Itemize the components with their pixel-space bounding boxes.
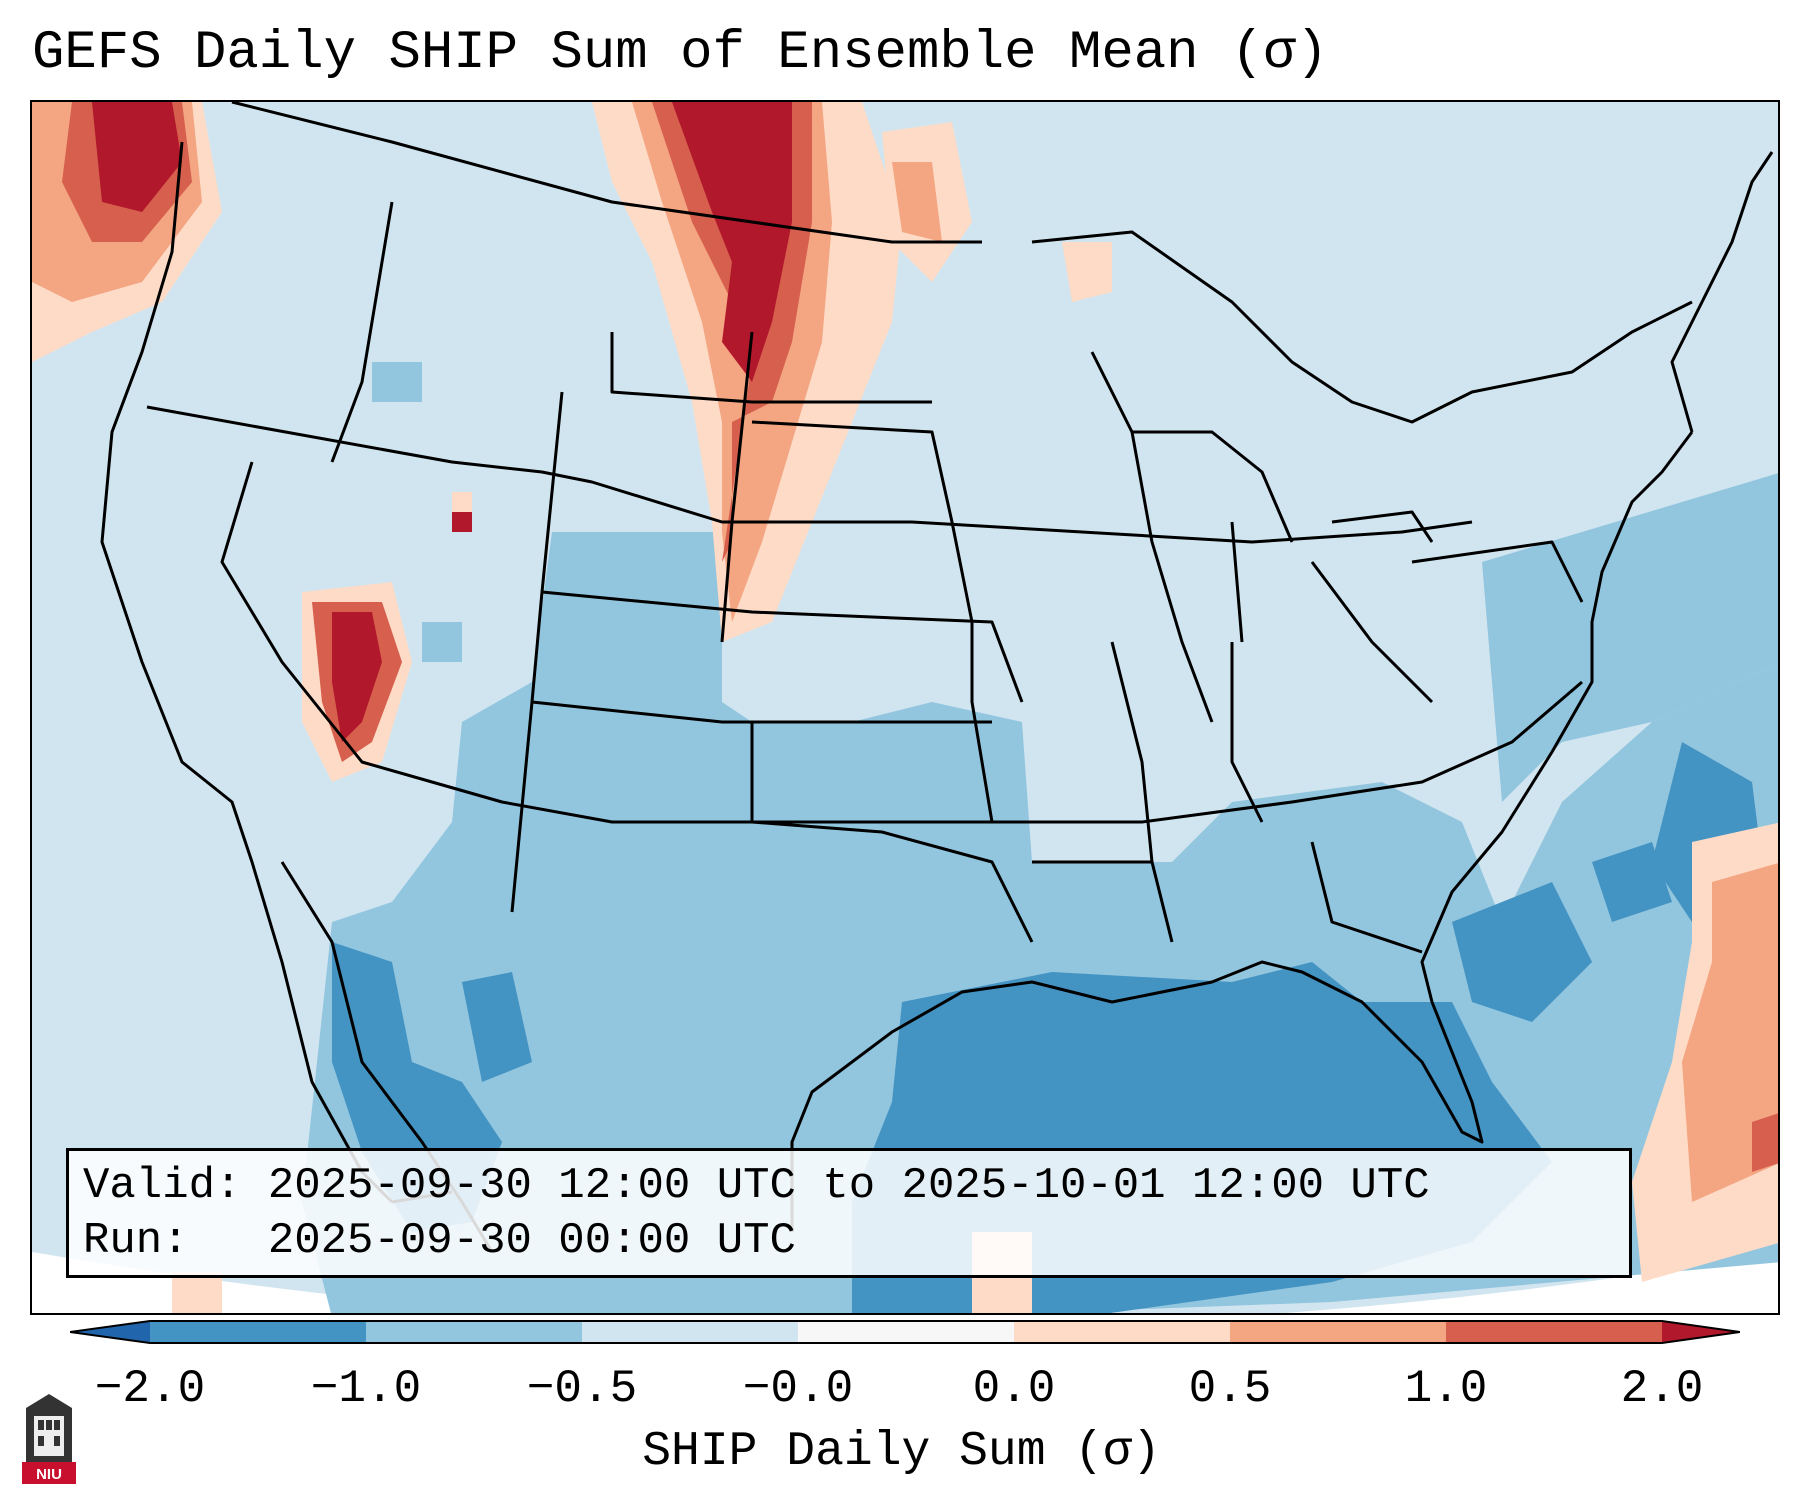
gulf-atlantic-coastline <box>790 431 1694 1232</box>
colorbar-tick-label: −0.0 <box>742 1363 854 1415</box>
colorbar-extend-low <box>70 1321 150 1343</box>
canada-border <box>231 102 982 244</box>
run-value: 2025-09-30 00:00 UTC <box>267 1216 796 1266</box>
colorbar-tick-label: −1.0 <box>310 1363 422 1415</box>
colorbar-label: SHIP Daily Sum (σ) <box>642 1425 1161 1479</box>
colorbar-bin <box>1230 1321 1446 1343</box>
boundaries <box>100 102 1774 1253</box>
colorbar-tick-label: 0.0 <box>972 1363 1056 1415</box>
colorbar-bin <box>582 1321 798 1343</box>
chart-title: GEFS Daily SHIP Sum of Ensemble Mean (σ) <box>32 23 1329 84</box>
colorbar <box>70 1320 1740 1344</box>
run-row: Run: 2025-09-30 00:00 UTC <box>83 1214 1615 1269</box>
colorbar-bin <box>150 1321 366 1343</box>
colorbar-tick-label: −0.5 <box>526 1363 638 1415</box>
colorbar-bin <box>1014 1321 1230 1343</box>
colorbar-tick-label: 0.5 <box>1188 1363 1272 1415</box>
map-panel <box>30 100 1780 1315</box>
colorbar-tick-label: −2.0 <box>94 1363 206 1415</box>
colorbar-tick-label: 1.0 <box>1404 1363 1488 1415</box>
ship-map <box>32 102 1778 1313</box>
valid-label: Valid: <box>83 1161 242 1211</box>
colorbar-bin <box>366 1321 582 1343</box>
colorbar-bin <box>1446 1321 1662 1343</box>
niu-logo: NIU <box>22 1394 76 1484</box>
logo-text: NIU <box>36 1466 62 1483</box>
pacific-coastline <box>100 141 394 1204</box>
niu-tower-icon <box>22 1394 76 1484</box>
valid-value: 2025-09-30 12:00 UTC to 2025-10-01 12:00… <box>267 1161 1430 1211</box>
colorbar-bin <box>798 1321 1014 1343</box>
run-label: Run: <box>83 1216 189 1266</box>
validity-info-box: Valid: 2025-09-30 12:00 UTC to 2025-10-0… <box>66 1148 1632 1278</box>
valid-row: Valid: 2025-09-30 12:00 UTC to 2025-10-0… <box>83 1159 1615 1214</box>
colorbar-tick-label: 2.0 <box>1620 1363 1704 1415</box>
colorbar-extend-high <box>1662 1321 1740 1343</box>
